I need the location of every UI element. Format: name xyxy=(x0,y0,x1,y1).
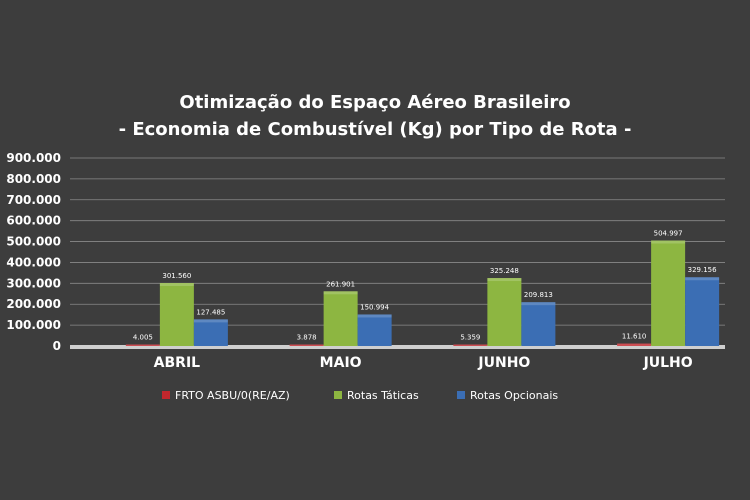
x-axis-baseline xyxy=(70,345,725,349)
bar-highlight xyxy=(159,283,194,287)
y-tick-label: 0 xyxy=(53,339,61,353)
data-labels: 4.005 301.560 127.485 3.878 261.901 150.994 5.… xyxy=(133,230,717,342)
chart-title: Otimização do Espaço Aéreo Brasileiro xyxy=(179,92,570,113)
bar-highlight xyxy=(685,277,720,281)
y-tick-label: 300.000 xyxy=(6,276,61,290)
x-category-label: JUNHO xyxy=(477,355,530,371)
x-axis: ABRIL MAIO JUNHO JULHO xyxy=(154,355,693,371)
y-tick-label: 200.000 xyxy=(6,297,61,311)
bar xyxy=(651,240,686,346)
bar xyxy=(159,283,194,346)
bar-highlight xyxy=(193,319,228,323)
bar xyxy=(685,277,720,346)
legend-swatch xyxy=(457,391,465,399)
y-tick-label: 900.000 xyxy=(6,151,61,165)
data-label: 3.878 xyxy=(297,334,317,342)
bar-highlight xyxy=(617,343,652,346)
data-label: 127.485 xyxy=(196,308,225,316)
data-label: 261.901 xyxy=(326,280,355,288)
bar xyxy=(617,343,652,346)
y-tick-label: 800.000 xyxy=(6,172,61,186)
bar-highlight xyxy=(487,278,522,282)
data-label: 325.248 xyxy=(490,267,519,275)
bars xyxy=(125,240,720,346)
bar xyxy=(323,291,358,346)
bar xyxy=(193,319,228,346)
data-label: 150.994 xyxy=(360,303,389,311)
bar-highlight xyxy=(651,240,686,244)
bar xyxy=(521,302,556,346)
bar-highlight xyxy=(125,344,160,346)
y-tick-label: 500.000 xyxy=(6,235,61,249)
x-category-label: ABRIL xyxy=(154,355,200,371)
bar-highlight xyxy=(357,314,392,318)
bar-highlight xyxy=(521,302,556,306)
bar xyxy=(357,314,392,346)
y-axis: 0 100.000 200.000 300.000 400.000 500.000 600.… xyxy=(6,151,61,353)
legend-label: FRTO ASBU/0(RE/AZ) xyxy=(175,389,290,402)
bar xyxy=(125,344,160,346)
data-label: 504.997 xyxy=(654,230,683,238)
bar-highlight xyxy=(453,344,488,346)
legend-label: Rotas Táticas xyxy=(347,389,419,402)
x-category-label: MAIO xyxy=(320,355,362,371)
legend-label: Rotas Opcionais xyxy=(470,389,558,402)
data-label: 301.560 xyxy=(162,272,191,280)
bar xyxy=(453,344,488,346)
bar-highlight xyxy=(323,291,358,295)
data-label: 329.156 xyxy=(688,266,717,274)
data-label: 11.610 xyxy=(622,333,647,341)
bar xyxy=(487,278,522,346)
bar xyxy=(289,344,324,346)
legend: FRTO ASBU/0(RE/AZ) Rotas Táticas Rotas Opc… xyxy=(162,389,558,402)
chart-subtitle: - Economia de Combustível (Kg) por Tipo … xyxy=(119,119,632,140)
y-tick-label: 600.000 xyxy=(6,214,61,228)
y-tick-label: 400.000 xyxy=(6,255,61,269)
data-label: 209.813 xyxy=(524,291,553,299)
x-category-label: JULHO xyxy=(643,355,693,371)
data-label: 4.005 xyxy=(133,334,153,342)
bar-highlight xyxy=(289,344,324,346)
data-label: 5.359 xyxy=(460,334,480,342)
y-tick-label: 100.000 xyxy=(6,318,61,332)
legend-swatch xyxy=(162,391,170,399)
y-tick-label: 700.000 xyxy=(6,193,61,207)
legend-swatch xyxy=(334,391,342,399)
